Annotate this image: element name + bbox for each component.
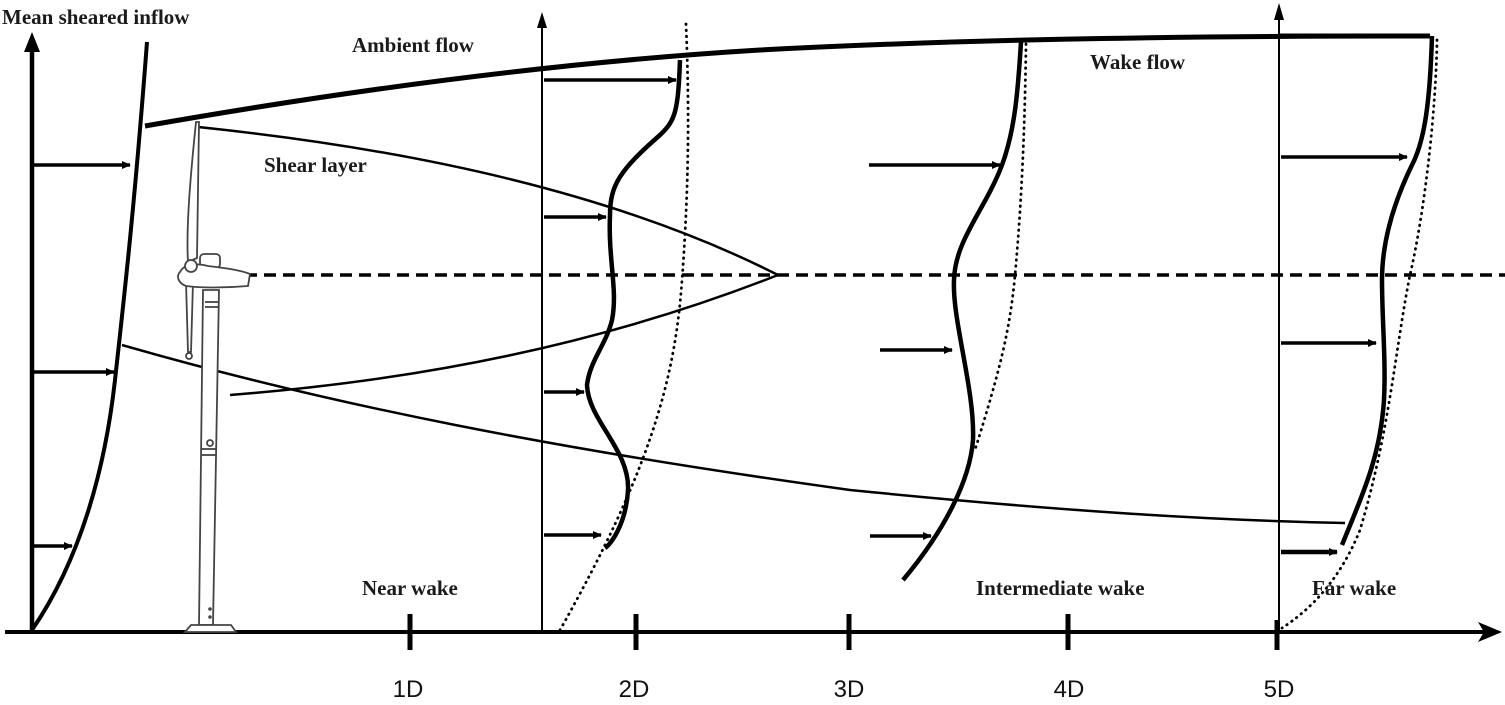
wake-profile-2d	[584, 59, 683, 550]
shear-layer-upper	[197, 125, 779, 277]
label-wake-flow: Wake flow	[1090, 50, 1186, 74]
x-tick-5d: 5D	[1263, 676, 1295, 703]
wake-boundary-bottom	[121, 343, 1346, 525]
label-intermediate-wake: Intermediate wake	[976, 576, 1145, 600]
shear-layer-lower	[229, 273, 779, 397]
reference-profile-5d	[1280, 38, 1439, 630]
wake-boundary-top	[144, 33, 1431, 129]
reference-profile-2d	[558, 22, 690, 632]
reference-profile-4d	[973, 42, 1028, 452]
x-tick-4d: 4D	[1053, 676, 1085, 703]
label-near-wake: Near wake	[362, 576, 458, 600]
label-ambient-flow: Ambient flow	[352, 33, 474, 57]
wake-profile-3-5d	[901, 41, 1024, 582]
x-axis-ticks	[407, 614, 1280, 650]
label-far-wake: Far wake	[1312, 576, 1397, 600]
wake-profile-5-5d	[1339, 35, 1435, 546]
inflow-axis	[24, 32, 149, 632]
wind-turbine-icon	[177, 121, 252, 633]
label-mean-sheared-inflow: Mean sheared inflow	[2, 5, 190, 29]
x-axis	[5, 614, 1502, 650]
label-shear-layer: Shear layer	[264, 153, 367, 177]
profile-axis-near	[537, 12, 547, 632]
profile-axis-far	[1274, 3, 1284, 632]
x-tick-2d: 2D	[618, 676, 650, 703]
x-tick-1d: 1D	[392, 676, 424, 703]
x-tick-3d: 3D	[833, 676, 865, 703]
